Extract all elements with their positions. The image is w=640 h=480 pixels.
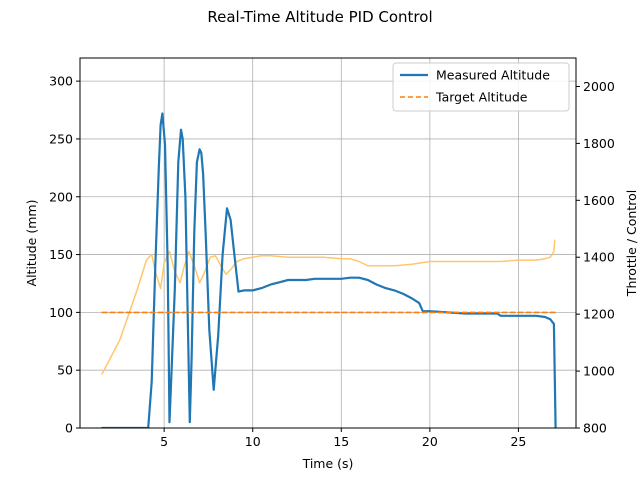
y2-tick-label: 1600	[583, 193, 615, 208]
y2-tick-label: 800	[583, 421, 607, 436]
y2-tick-label: 1800	[583, 136, 615, 151]
series-layer	[100, 112, 557, 428]
y-tick-label: 50	[57, 363, 73, 378]
y-axis-right: 800 1000 1200 1400 1600 1800 2000	[576, 79, 615, 436]
plot-frame	[79, 57, 577, 429]
series-measured-altitude	[100, 112, 557, 428]
legend-label-target-altitude: Target Altitude	[435, 90, 528, 105]
y2-axis-label: Throttle / Control	[624, 190, 639, 297]
y-axis-left: 0 50 100 150 200 250 300	[49, 74, 80, 436]
y-tick-label: 200	[49, 189, 73, 204]
y2-tick-label: 1400	[583, 250, 615, 265]
x-tick-label: 20	[422, 434, 438, 449]
legend: Measured Altitude Target Altitude	[392, 62, 570, 112]
y2-tick-label: 1000	[583, 364, 615, 379]
y2-tick-label: 1200	[583, 307, 615, 322]
y-axis-label: Altitude (mm)	[24, 200, 39, 287]
x-tick-label: 5	[160, 434, 168, 449]
series-throttle-control	[101, 239, 556, 375]
chart-title: Real-Time Altitude PID Control	[207, 8, 432, 26]
legend-label-measured-altitude: Measured Altitude	[436, 68, 550, 83]
y-tick-label: 0	[65, 421, 73, 436]
y-tick-label: 150	[49, 247, 73, 262]
y-tick-label: 100	[49, 305, 73, 320]
x-axis-label: Time (s)	[302, 456, 354, 471]
x-tick-label: 25	[510, 434, 526, 449]
x-tick-label: 15	[333, 434, 349, 449]
y-tick-label: 250	[49, 131, 73, 146]
x-tick-label: 10	[245, 434, 261, 449]
y2-tick-label: 2000	[583, 79, 615, 94]
x-axis: 5 10 15 20 25	[160, 428, 526, 449]
legend-box	[392, 62, 570, 112]
y-tick-label: 300	[49, 74, 73, 89]
